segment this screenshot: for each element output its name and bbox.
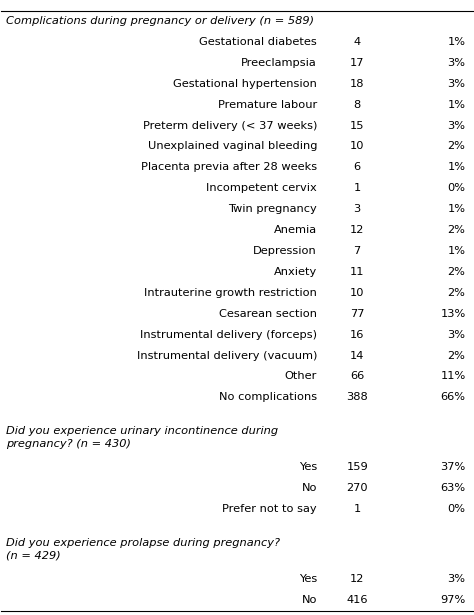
Text: 3%: 3% xyxy=(447,79,465,89)
Text: Twin pregnancy: Twin pregnancy xyxy=(228,204,317,214)
Text: 1%: 1% xyxy=(447,246,465,256)
Text: 1: 1 xyxy=(354,183,361,193)
Text: 388: 388 xyxy=(346,392,368,402)
Text: 3%: 3% xyxy=(447,58,465,68)
Text: 3%: 3% xyxy=(447,330,465,339)
Text: 14: 14 xyxy=(350,351,365,360)
Text: 10: 10 xyxy=(350,288,365,298)
Text: 10: 10 xyxy=(350,141,365,151)
Text: 416: 416 xyxy=(346,595,368,605)
Text: 3: 3 xyxy=(354,204,361,214)
Text: 0%: 0% xyxy=(447,183,465,193)
Text: 16: 16 xyxy=(350,330,365,339)
Text: Cesarean section: Cesarean section xyxy=(219,309,317,319)
Text: Other: Other xyxy=(285,371,317,381)
Text: 2%: 2% xyxy=(447,351,465,360)
Text: Incompetent cervix: Incompetent cervix xyxy=(206,183,317,193)
Text: Gestational hypertension: Gestational hypertension xyxy=(173,79,317,89)
Text: 37%: 37% xyxy=(440,462,465,472)
Text: Anxiety: Anxiety xyxy=(274,267,317,277)
Text: 97%: 97% xyxy=(440,595,465,605)
Text: 2%: 2% xyxy=(447,267,465,277)
Text: 15: 15 xyxy=(350,121,365,130)
Text: Prefer not to say: Prefer not to say xyxy=(222,504,317,514)
Text: Instrumental delivery (forceps): Instrumental delivery (forceps) xyxy=(140,330,317,339)
Text: Intrauterine growth restriction: Intrauterine growth restriction xyxy=(144,288,317,298)
Text: Placenta previa after 28 weeks: Placenta previa after 28 weeks xyxy=(141,162,317,172)
Text: Unexplained vaginal bleeding: Unexplained vaginal bleeding xyxy=(147,141,317,151)
Text: 0%: 0% xyxy=(447,504,465,514)
Text: 11%: 11% xyxy=(440,371,465,381)
Text: 159: 159 xyxy=(346,462,368,472)
Text: 66: 66 xyxy=(350,371,365,381)
Text: 77: 77 xyxy=(350,309,365,319)
Text: 7: 7 xyxy=(354,246,361,256)
Text: 12: 12 xyxy=(350,225,365,235)
Text: 11: 11 xyxy=(350,267,365,277)
Text: 66%: 66% xyxy=(440,392,465,402)
Text: 18: 18 xyxy=(350,79,365,89)
Text: 6: 6 xyxy=(354,162,361,172)
Text: Depression: Depression xyxy=(254,246,317,256)
Text: Anemia: Anemia xyxy=(274,225,317,235)
Text: 8: 8 xyxy=(354,100,361,109)
Text: 2%: 2% xyxy=(447,288,465,298)
Text: 2%: 2% xyxy=(447,141,465,151)
Text: 63%: 63% xyxy=(440,483,465,493)
Text: Complications during pregnancy or delivery (n = 589): Complications during pregnancy or delive… xyxy=(6,16,314,26)
Text: Premature labour: Premature labour xyxy=(218,100,317,109)
Text: No: No xyxy=(301,595,317,605)
Text: No complications: No complications xyxy=(219,392,317,402)
Text: Preeclampsia: Preeclampsia xyxy=(241,58,317,68)
Text: 1%: 1% xyxy=(447,37,465,47)
Text: 12: 12 xyxy=(350,574,365,584)
Text: No: No xyxy=(301,483,317,493)
Text: 4: 4 xyxy=(354,37,361,47)
Text: 13%: 13% xyxy=(440,309,465,319)
Text: 1: 1 xyxy=(354,504,361,514)
Text: 3%: 3% xyxy=(447,121,465,130)
Text: Instrumental delivery (vacuum): Instrumental delivery (vacuum) xyxy=(137,351,317,360)
Text: 1%: 1% xyxy=(447,100,465,109)
Text: Did you experience urinary incontinence during
pregnancy? (n = 430): Did you experience urinary incontinence … xyxy=(6,426,278,449)
Text: Gestational diabetes: Gestational diabetes xyxy=(200,37,317,47)
Text: 270: 270 xyxy=(346,483,368,493)
Text: Yes: Yes xyxy=(299,462,317,472)
Text: Preterm delivery (< 37 weeks): Preterm delivery (< 37 weeks) xyxy=(143,121,317,130)
Text: 17: 17 xyxy=(350,58,365,68)
Text: 2%: 2% xyxy=(447,225,465,235)
Text: 3%: 3% xyxy=(447,574,465,584)
Text: 1%: 1% xyxy=(447,162,465,172)
Text: Yes: Yes xyxy=(299,574,317,584)
Text: Did you experience prolapse during pregnancy?
(n = 429): Did you experience prolapse during pregn… xyxy=(6,538,280,561)
Text: 1%: 1% xyxy=(447,204,465,214)
